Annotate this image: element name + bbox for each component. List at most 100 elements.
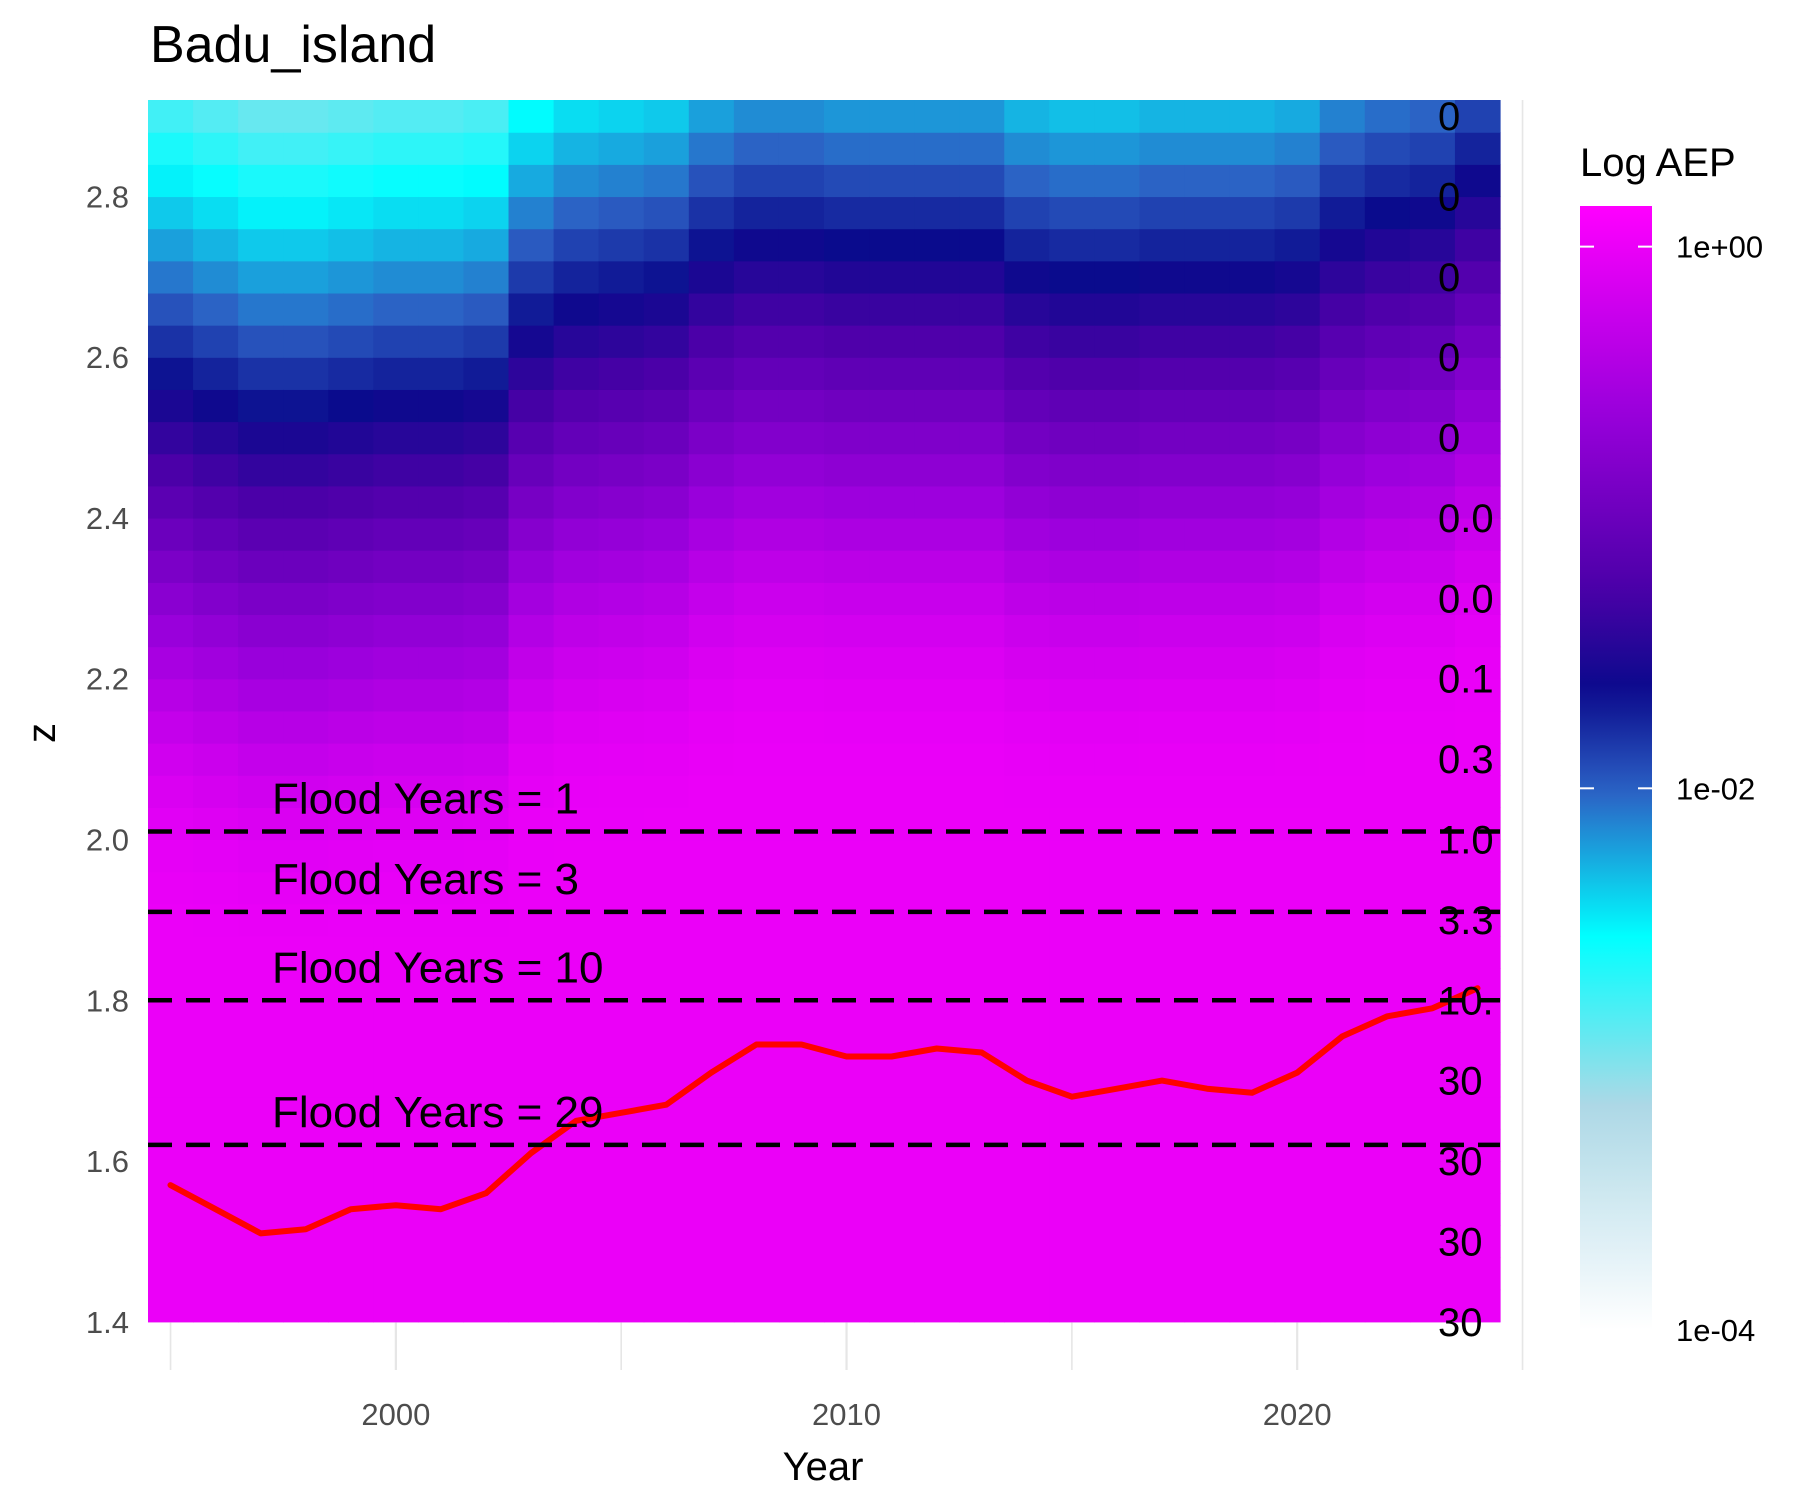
heatmap-tile <box>598 550 645 583</box>
heatmap-tile <box>1139 1161 1186 1194</box>
heatmap-tile <box>1004 1257 1050 1291</box>
heatmap-tile <box>1454 1096 1501 1130</box>
heatmap-tile <box>1274 710 1321 744</box>
heatmap-tile <box>373 710 419 744</box>
heatmap-tile <box>688 968 735 1001</box>
heatmap-tile <box>778 292 825 326</box>
heatmap-tile <box>238 132 284 165</box>
heatmap-tile <box>914 389 960 423</box>
heatmap-tile <box>418 1289 465 1323</box>
heatmap-tile <box>1274 292 1321 326</box>
heatmap-tile <box>1454 646 1501 680</box>
heatmap-tile <box>1409 582 1456 616</box>
heatmap-tile <box>373 646 419 680</box>
heatmap-tile <box>914 196 960 230</box>
heatmap-tile <box>1004 325 1050 358</box>
heatmap-tile <box>1364 421 1411 455</box>
heatmap-tile <box>1184 646 1231 680</box>
heatmap-tile <box>598 678 645 712</box>
heatmap-tile <box>959 292 1005 326</box>
heatmap-tile <box>643 871 690 905</box>
heatmap-tile <box>373 807 419 841</box>
heatmap-tile <box>869 260 915 294</box>
heatmap-tile <box>148 1225 194 1259</box>
heatmap-tile <box>1409 357 1456 390</box>
heatmap-tile <box>1319 357 1366 390</box>
heatmap-tile <box>508 1096 555 1130</box>
heatmap-tile <box>1364 550 1411 583</box>
heatmap-tile <box>1139 871 1186 905</box>
heatmap-tile <box>193 646 239 680</box>
heatmap-tile <box>283 968 329 1001</box>
heatmap-tile <box>418 710 465 744</box>
heatmap-tile <box>1364 485 1411 519</box>
heatmap-tile <box>1319 453 1366 487</box>
heatmap-tile <box>959 1289 1005 1323</box>
heatmap-tile <box>643 389 690 423</box>
heatmap-tile <box>148 1000 194 1034</box>
heatmap-tile <box>598 839 645 873</box>
heatmap-tile <box>1049 453 1095 487</box>
heatmap-tile <box>914 517 960 551</box>
heatmap-tile <box>688 839 735 873</box>
heatmap-tile <box>1274 968 1321 1001</box>
heatmap-tile <box>193 775 239 808</box>
secondary-axis-label: 0.0 <box>1438 577 1494 621</box>
heatmap-tile <box>869 1225 915 1259</box>
heatmap-tile <box>238 614 284 648</box>
heatmap-tile <box>148 968 194 1001</box>
heatmap-tile <box>1004 1032 1050 1066</box>
heatmap-tile <box>778 775 825 808</box>
heatmap-tile <box>1229 196 1276 230</box>
heatmap-tile <box>1094 646 1141 680</box>
heatmap-tile <box>1184 196 1231 230</box>
heatmap-tile <box>824 550 870 583</box>
heatmap-tile <box>643 775 690 808</box>
heatmap-tile <box>1454 517 1501 551</box>
heatmap-tile <box>1184 292 1231 326</box>
heatmap-tile <box>1094 453 1141 487</box>
heatmap-tile <box>1454 710 1501 744</box>
heatmap-tile <box>914 903 960 937</box>
heatmap-tile <box>328 582 374 616</box>
heatmap-tile <box>148 389 194 423</box>
heatmap-tile <box>238 1161 284 1194</box>
heatmap-tile <box>643 678 690 712</box>
heatmap-tile <box>508 357 555 390</box>
heatmap-tile <box>1364 903 1411 937</box>
heatmap-tile <box>1364 678 1411 712</box>
heatmap-tile <box>553 389 600 423</box>
heatmap-tile <box>1004 678 1050 712</box>
heatmap-tile <box>1004 743 1050 776</box>
heatmap-tile <box>373 903 419 937</box>
heatmap-tile <box>418 357 465 390</box>
heatmap-tile <box>373 775 419 808</box>
heatmap-tile <box>959 325 1005 358</box>
heatmap-tile <box>1454 743 1501 776</box>
heatmap-tile <box>553 1032 600 1066</box>
heatmap-tile <box>1229 1225 1276 1259</box>
heatmap-tile <box>1139 582 1186 616</box>
heatmap-tile <box>373 1225 419 1259</box>
heatmap-tile <box>1049 292 1095 326</box>
heatmap-tile <box>418 1257 465 1291</box>
heatmap-tile <box>1364 582 1411 616</box>
secondary-axis-label: 0.1 <box>1438 658 1494 702</box>
heatmap-tile <box>1364 1289 1411 1323</box>
heatmap-tile <box>643 968 690 1001</box>
heatmap-tile <box>869 710 915 744</box>
heatmap-tile <box>959 357 1005 390</box>
heatmap-tile <box>1184 807 1231 841</box>
heatmap-tile <box>508 871 555 905</box>
heatmap-tile <box>959 582 1005 616</box>
heatmap-tile <box>1184 1000 1231 1034</box>
heatmap-tile <box>778 678 825 712</box>
heatmap-tile <box>1274 1289 1321 1323</box>
heatmap-tile <box>1049 517 1095 551</box>
heatmap-tile <box>418 903 465 937</box>
heatmap-tile <box>1319 1225 1366 1259</box>
heatmap-tile <box>1274 614 1321 648</box>
heatmap-tile <box>463 614 510 648</box>
heatmap-tile <box>733 1257 780 1291</box>
heatmap-tile <box>959 453 1005 487</box>
